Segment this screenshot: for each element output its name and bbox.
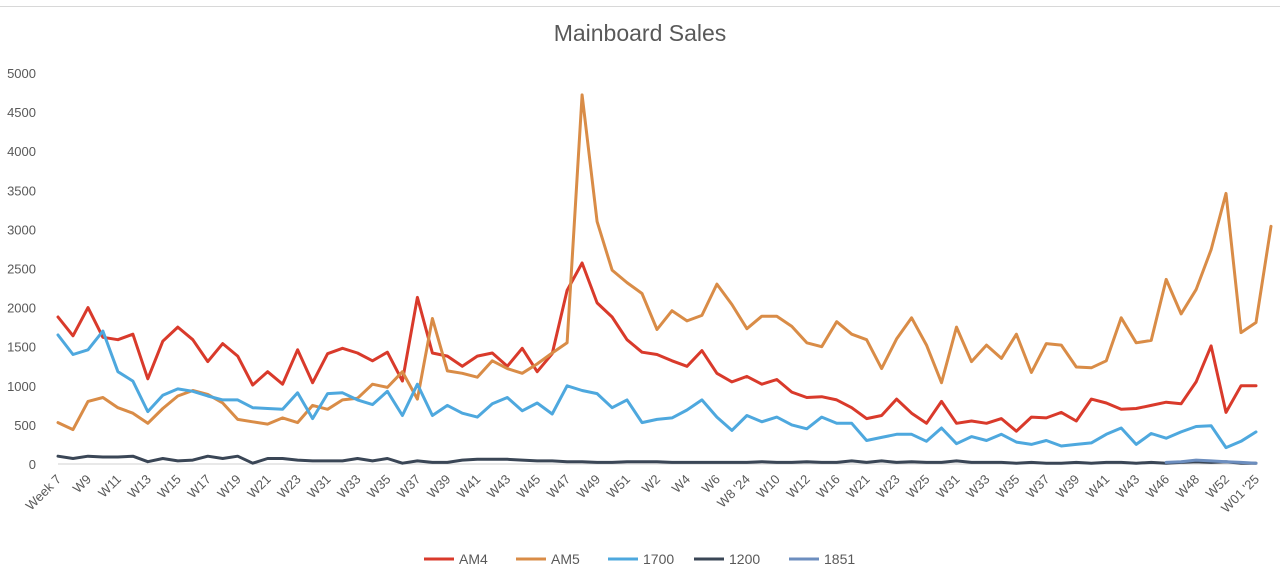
legend-label: 1200 [729, 551, 760, 567]
series-line-am4 [56, 261, 1258, 433]
x-tick-label: W37 [394, 472, 424, 502]
chart-title: Mainboard Sales [553, 20, 727, 46]
x-tick-label: W21 [244, 472, 274, 502]
series-line-1700 [56, 329, 1258, 450]
x-tick-label: W8 '24 [714, 472, 753, 511]
y-tick-label: 2500 [7, 262, 36, 277]
y-tick-label: 0 [29, 457, 36, 472]
y-tick-label: 4000 [7, 144, 36, 159]
x-tick-label: W35 [364, 472, 394, 502]
x-tick-label: W2 [639, 472, 663, 496]
x-tick-label: W47 [544, 472, 574, 502]
x-tick-label: W6 [699, 472, 723, 496]
legend-label: 1851 [824, 551, 855, 567]
x-tick-label: W17 [184, 472, 214, 502]
x-tick-label: W41 [1083, 472, 1113, 502]
y-tick-label: 3500 [7, 183, 36, 198]
x-tick-label: W46 [1143, 472, 1173, 502]
x-tick-label: W4 [669, 472, 693, 496]
x-tick-label: W9 [70, 472, 94, 496]
x-tick-label: W10 [753, 472, 783, 502]
x-tick-label: W39 [1053, 472, 1083, 502]
x-tick-label: W13 [124, 472, 154, 502]
y-tick-label: 2000 [7, 301, 36, 316]
y-tick-label: 5000 [7, 66, 36, 81]
x-tick-label: W23 [274, 472, 304, 502]
x-tick-label: W16 [813, 472, 843, 502]
x-tick-label: W45 [514, 472, 544, 502]
x-tick-label: W49 [574, 472, 604, 502]
y-tick-label: 1000 [7, 379, 36, 394]
x-tick-label: W51 [604, 472, 634, 502]
series-line-1851 [1164, 458, 1258, 465]
y-tick-label: 4500 [7, 105, 36, 120]
x-tick-label: W43 [1113, 472, 1143, 502]
x-tick-label: W37 [1023, 472, 1053, 502]
x-tick-label: W12 [783, 472, 813, 502]
y-tick-label: 500 [14, 418, 36, 433]
spreadsheet-grid-strip [0, 0, 1280, 7]
x-tick-label: W31 [304, 472, 334, 502]
x-tick-label: W21 [843, 472, 873, 502]
x-tick-label: W19 [214, 472, 244, 502]
y-tick-label: 1500 [7, 340, 36, 355]
legend-label: 1700 [643, 551, 674, 567]
x-tick-label: W33 [963, 472, 993, 502]
x-tick-label: W23 [873, 472, 903, 502]
x-tick-label: W31 [933, 472, 963, 502]
y-tick-label: 3000 [7, 222, 36, 237]
x-tick-label: W48 [1173, 472, 1203, 502]
x-tick-label: Week 7 [23, 472, 65, 514]
legend-label: AM4 [459, 551, 488, 567]
x-tick-label: W15 [154, 472, 184, 502]
x-tick-label: W43 [484, 472, 514, 502]
x-tick-label: W33 [334, 472, 364, 502]
x-tick-label: W25 [903, 472, 933, 502]
x-tick-label: W11 [95, 472, 124, 501]
series-line-1200 [56, 454, 1258, 465]
legend-label: AM5 [551, 551, 580, 567]
series-line-am5 [56, 93, 1273, 432]
x-tick-label: W41 [454, 472, 484, 502]
x-tick-label: W35 [993, 472, 1023, 502]
x-tick-label: W39 [424, 472, 454, 502]
